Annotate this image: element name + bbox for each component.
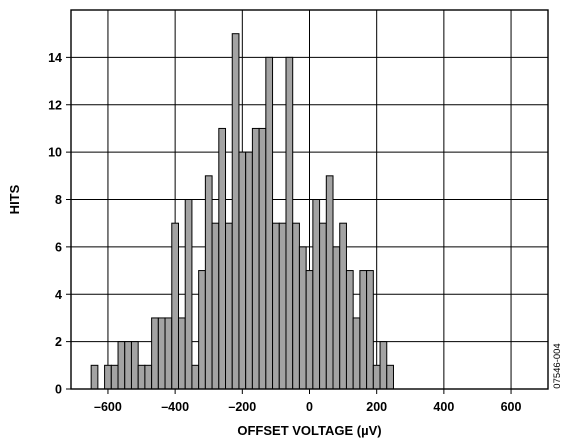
histogram-bar — [90, 364, 99, 390]
histogram-bar — [305, 270, 314, 390]
x-tick-label: 0 — [306, 400, 313, 414]
y-tick-label: 8 — [55, 193, 62, 207]
y-axis-title: HITS — [7, 184, 22, 214]
histogram-bar — [345, 270, 354, 390]
figure-id-label: 07546-004 — [552, 343, 563, 388]
histogram-bar — [386, 364, 394, 390]
histogram-bar — [218, 127, 227, 390]
histogram-bar — [366, 270, 374, 390]
y-tick-label: 6 — [55, 240, 62, 254]
histogram-bar — [124, 341, 132, 390]
histogram-bar — [265, 56, 274, 390]
histogram-bar — [325, 175, 334, 390]
x-axis-title: OFFSET VOLTAGE (µV) — [237, 423, 381, 438]
histogram-bar — [144, 364, 153, 390]
y-tick-label: 2 — [55, 335, 62, 349]
histogram-bar — [332, 246, 341, 390]
histogram-bar — [339, 222, 347, 390]
y-tick-label: 14 — [48, 51, 62, 65]
histogram-bar — [352, 317, 361, 390]
histogram-bar — [231, 33, 240, 390]
histogram-bar — [238, 151, 247, 390]
histogram-bar — [117, 341, 126, 390]
histogram-bar — [198, 270, 206, 390]
histogram-bar — [245, 151, 253, 390]
histogram-bar — [110, 364, 119, 390]
histogram-bar — [272, 222, 280, 390]
histogram-bar — [151, 317, 159, 390]
histogram-bar — [292, 222, 300, 390]
grid-lines — [71, 10, 548, 389]
x-tick-label: –400 — [161, 400, 189, 414]
axis-ticks: –600 –400 –200 0 200 400 600 0 2 4 6 8 10 12 14 — [48, 51, 521, 414]
y-tick-label: 10 — [48, 146, 62, 160]
histogram-bar — [204, 175, 213, 390]
bars — [90, 33, 394, 390]
x-tick-label: 200 — [366, 400, 387, 414]
histogram-bar — [372, 364, 381, 390]
x-tick-label: 400 — [433, 400, 454, 414]
y-tick-label: 4 — [55, 288, 62, 302]
histogram-bar — [171, 222, 179, 390]
histogram-bar — [225, 222, 233, 390]
histogram-bar — [319, 222, 327, 390]
histogram-bar — [379, 341, 388, 390]
x-tick-label: 600 — [501, 400, 522, 414]
histogram-bar — [359, 270, 368, 390]
histogram-bar — [312, 199, 321, 390]
y-tick-label: 0 — [55, 383, 62, 397]
x-tick-label: –600 — [94, 400, 122, 414]
histogram-bar — [251, 127, 260, 390]
y-tick-label: 12 — [48, 98, 62, 112]
histogram-bar — [137, 364, 146, 390]
histogram-bar — [191, 364, 200, 390]
histogram-bar — [130, 341, 139, 390]
histogram-bar — [164, 317, 173, 390]
histogram-bar — [211, 222, 220, 390]
x-tick-label: –200 — [228, 400, 256, 414]
histogram-bar — [258, 127, 267, 390]
histogram-bar — [157, 317, 166, 390]
histogram-bar — [184, 199, 193, 390]
histogram-bar — [104, 364, 112, 390]
histogram-bar — [298, 246, 307, 390]
histogram-bar — [278, 222, 287, 390]
histogram-bar — [177, 317, 186, 390]
histogram-bar — [285, 56, 294, 390]
